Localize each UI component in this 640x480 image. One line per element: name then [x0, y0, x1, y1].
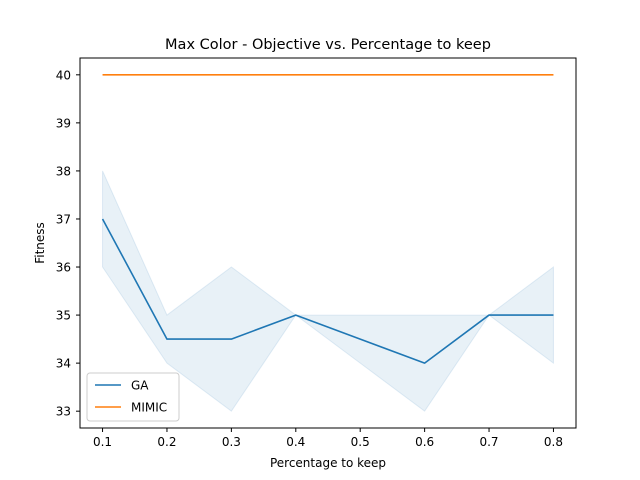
x-axis-ticks: 0.1 0.2 0.3 0.4 0.5 0.6 0.7 0.8 [93, 428, 563, 449]
y-tick-label: 35 [56, 309, 71, 323]
y-tick-label: 37 [56, 212, 71, 226]
ga-series-line [101, 218, 554, 364]
x-axis-label: Percentage to keep [270, 456, 386, 470]
y-tick-label: 33 [56, 405, 71, 419]
y-axis-label: Fitness [33, 222, 47, 264]
y-tick-label: 38 [56, 164, 71, 178]
y-axis-ticks: 33 34 35 36 37 38 39 40 [56, 68, 80, 419]
x-tick-label: 0.4 [286, 435, 305, 449]
plot-area-frame [79, 57, 577, 429]
legend-label-ga: GA [131, 379, 149, 393]
x-tick-label: 0.8 [544, 435, 563, 449]
y-tick-label: 39 [56, 116, 71, 130]
x-tick-label: 0.7 [479, 435, 498, 449]
chart-title: Max Color - Objective vs. Percentage to … [165, 37, 491, 53]
x-tick-label: 0.6 [415, 435, 434, 449]
x-tick-label: 0.3 [222, 435, 241, 449]
y-tick-label: 36 [56, 261, 71, 275]
legend: GA MIMIC [86, 372, 180, 422]
y-tick-label: 40 [56, 68, 71, 82]
x-tick-label: 0.1 [93, 435, 112, 449]
x-tick-label: 0.2 [157, 435, 176, 449]
y-tick-label: 34 [56, 357, 71, 371]
series-lines [101, 74, 554, 364]
x-tick-label: 0.5 [351, 435, 370, 449]
legend-label-mimic: MIMIC [131, 401, 167, 415]
